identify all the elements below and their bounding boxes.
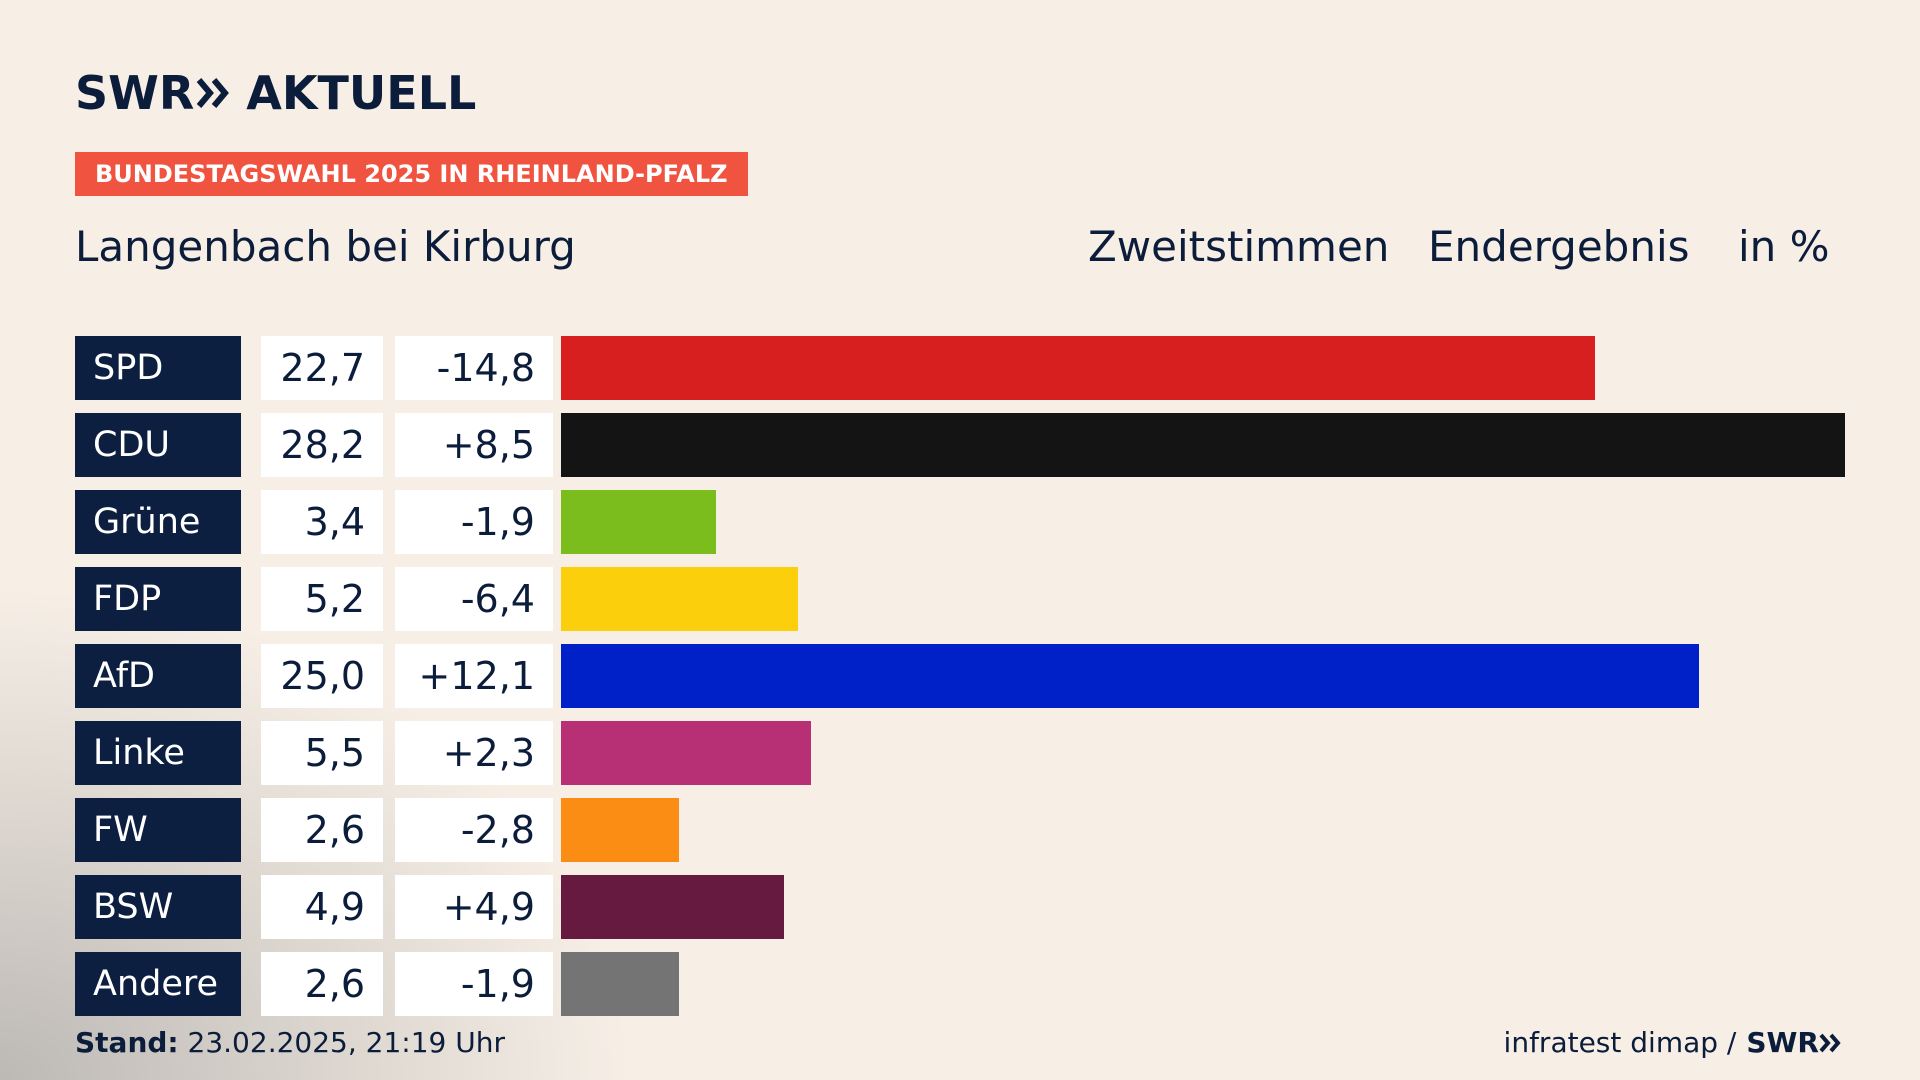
party-label: SPD: [75, 336, 241, 400]
diff-label: -6,4: [395, 567, 553, 631]
chart-row: CDU 28,2 +8,5: [75, 413, 1855, 477]
chart-row: SPD 22,7 -14,8: [75, 336, 1855, 400]
value-label: 2,6: [261, 952, 383, 1016]
party-label: FDP: [75, 567, 241, 631]
bar: [561, 413, 1845, 477]
diff-label: -2,8: [395, 798, 553, 862]
source-text: infratest dimap /: [1503, 1026, 1737, 1059]
bar: [561, 952, 679, 1016]
diff-label: +4,9: [395, 875, 553, 939]
footer-source: infratest dimap / SWR: [1504, 1026, 1843, 1059]
bar: [561, 336, 1595, 400]
header-endergebnis: Endergebnis: [1428, 222, 1690, 271]
diff-label: +12,1: [395, 644, 553, 708]
party-label: FW: [75, 798, 241, 862]
value-label: 3,4: [261, 490, 383, 554]
value-label: 28,2: [261, 413, 383, 477]
party-label: Linke: [75, 721, 241, 785]
value-label: 22,7: [261, 336, 383, 400]
party-label: BSW: [75, 875, 241, 939]
footer-stand: Stand: 23.02.2025, 21:19 Uhr: [75, 1026, 505, 1059]
party-label: Grüne: [75, 490, 241, 554]
place-title: Langenbach bei Kirburg: [75, 222, 576, 271]
chart-row: Andere 2,6 -1,9: [75, 952, 1855, 1016]
diff-label: -14,8: [395, 336, 553, 400]
party-label: CDU: [75, 413, 241, 477]
logo-aktuell-text: AKTUELL: [246, 66, 477, 120]
swr-aktuell-logo: SWR AKTUELL: [75, 66, 477, 120]
bar: [561, 644, 1699, 708]
bar: [561, 490, 716, 554]
diff-label: -1,9: [395, 490, 553, 554]
chart-row: BSW 4,9 +4,9: [75, 875, 1855, 939]
footer-chevron-icon: [1819, 1033, 1841, 1052]
party-label: Andere: [75, 952, 241, 1016]
diff-label: +8,5: [395, 413, 553, 477]
chart-row: Grüne 3,4 -1,9: [75, 490, 1855, 554]
bar: [561, 567, 798, 631]
chart-row: Linke 5,5 +2,3: [75, 721, 1855, 785]
diff-label: +2,3: [395, 721, 553, 785]
stand-label: Stand:: [75, 1026, 179, 1059]
header-zweitstimmen: Zweitstimmen: [1088, 222, 1390, 271]
chart-row: FW 2,6 -2,8: [75, 798, 1855, 862]
diff-label: -1,9: [395, 952, 553, 1016]
chart-row: FDP 5,2 -6,4: [75, 567, 1855, 631]
header-unit: in %: [1738, 222, 1830, 271]
double-chevron-icon: [196, 66, 232, 120]
footer-swr-logo: SWR: [1746, 1026, 1819, 1059]
logo-swr-text: SWR: [75, 66, 195, 120]
value-label: 5,2: [261, 567, 383, 631]
bar: [561, 721, 811, 785]
party-label: AfD: [75, 644, 241, 708]
value-label: 25,0: [261, 644, 383, 708]
bar: [561, 798, 679, 862]
chart-row: AfD 25,0 +12,1: [75, 644, 1855, 708]
election-badge: BUNDESTAGSWAHL 2025 IN RHEINLAND-PFALZ: [75, 152, 748, 196]
bar: [561, 875, 784, 939]
value-label: 4,9: [261, 875, 383, 939]
stand-value: 23.02.2025, 21:19 Uhr: [187, 1026, 505, 1059]
value-label: 5,5: [261, 721, 383, 785]
value-label: 2,6: [261, 798, 383, 862]
